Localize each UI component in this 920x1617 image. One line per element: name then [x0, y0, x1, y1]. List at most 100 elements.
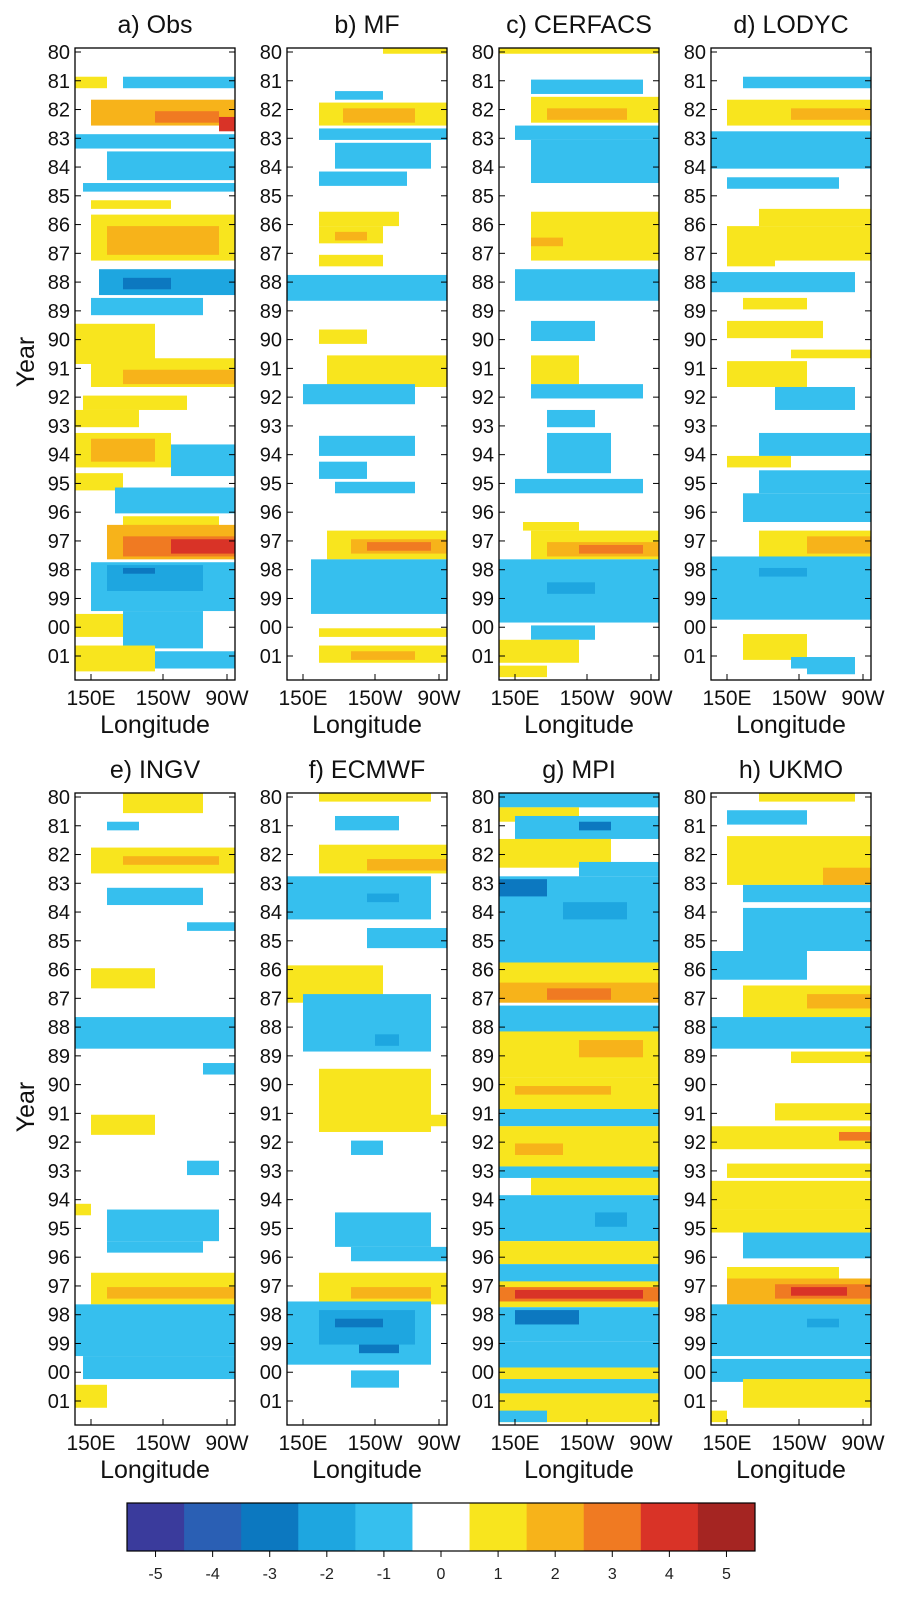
anomaly-cell	[531, 79, 643, 94]
anomaly-cell	[531, 139, 659, 184]
anomaly-cell	[83, 1356, 235, 1380]
year-tick-label: 94	[48, 1190, 70, 1212]
anomaly-cell	[123, 611, 203, 649]
anomaly-cell	[743, 1232, 871, 1259]
anomaly-cell	[727, 1163, 871, 1178]
anomaly-cells	[499, 48, 659, 678]
year-tick-label: 00	[684, 1362, 706, 1384]
anomaly-cell	[791, 108, 871, 120]
year-tick-label: 84	[48, 902, 70, 924]
anomaly-cell	[351, 651, 415, 660]
year-tick-label: 92	[684, 1132, 706, 1154]
anomaly-cell	[727, 251, 775, 267]
year-tick-label: 87	[472, 988, 494, 1010]
year-tick-label: 84	[472, 157, 494, 179]
year-tick-label: 91	[472, 358, 494, 380]
year-tick-label: 88	[260, 1017, 282, 1039]
anomaly-cell	[547, 432, 611, 474]
year-tick-label: 99	[684, 1333, 706, 1355]
year-tick-label: 86	[472, 960, 494, 982]
anomaly-cell	[107, 151, 235, 181]
year-tick-label: 97	[684, 531, 706, 553]
anomaly-cell	[743, 297, 807, 310]
year-tick-label: 98	[260, 1305, 282, 1327]
panel-b: b) MF 80 81 82 83 84 85 86 87 88 89 90 91 92 93 94 95 96 9…	[260, 11, 461, 739]
lon-tick-label: 150W	[772, 1432, 827, 1455]
anomaly-cell	[319, 793, 431, 802]
anomaly-cell	[351, 1140, 383, 1155]
year-tick-label: 95	[472, 1218, 494, 1240]
year-tick-label: 83	[684, 128, 706, 150]
anomaly-cell	[499, 793, 659, 808]
colorbar: -5 -4 -3 -2 -1 0 1 2 3 4 5	[126, 1502, 756, 1583]
panel-title: c) CERFACS	[506, 11, 652, 39]
year-tick-label: 86	[472, 215, 494, 237]
anomaly-cell	[743, 634, 807, 660]
year-tick-label: 97	[260, 1276, 282, 1298]
year-tick-label: 00	[260, 1362, 282, 1384]
anomaly-cell	[367, 928, 447, 949]
colorbar-tick-label: -2	[320, 1566, 334, 1583]
year-tick-label: 81	[260, 816, 282, 838]
anomaly-cell	[791, 349, 871, 359]
anomaly-cell	[367, 1114, 447, 1127]
anomaly-cell	[319, 1310, 415, 1345]
year-tick-label: 82	[684, 845, 706, 867]
anomaly-cell	[711, 1180, 871, 1210]
year-tick-label: 92	[472, 387, 494, 409]
anomaly-cell	[791, 1287, 847, 1296]
year-tick-label: 81	[48, 71, 70, 93]
anomaly-cell	[335, 1212, 431, 1247]
anomaly-cell	[743, 884, 871, 903]
year-tick-label: 90	[260, 1075, 282, 1097]
lon-tick-label: 90W	[205, 687, 248, 710]
anomaly-cell	[579, 544, 643, 554]
anomaly-cell	[759, 208, 871, 227]
lon-tick-label: 150E	[66, 1432, 115, 1455]
anomaly-cell	[107, 1287, 235, 1299]
lon-tick-label: 150E	[278, 687, 327, 710]
anomaly-cell	[791, 1051, 871, 1064]
anomaly-cell	[319, 435, 415, 456]
year-tick-label: 86	[684, 215, 706, 237]
anomaly-cell	[123, 369, 235, 385]
anomaly-cells	[711, 76, 871, 675]
lon-tick-label: 90W	[417, 1432, 460, 1455]
year-tick-label: 01	[260, 646, 282, 668]
anomaly-cell	[367, 859, 447, 871]
anomaly-cell	[499, 1341, 659, 1368]
anomaly-cell	[155, 111, 219, 123]
year-tick-label: 93	[260, 1161, 282, 1183]
anomaly-cell	[123, 567, 155, 574]
lon-tick-label: 150E	[702, 687, 751, 710]
year-tick-label: 97	[48, 1276, 70, 1298]
year-tick-label: 98	[472, 560, 494, 582]
anomaly-cell	[219, 116, 235, 132]
anomaly-cell	[335, 142, 431, 169]
year-tick-label: 88	[48, 1017, 70, 1039]
year-tick-label: 92	[260, 1132, 282, 1154]
year-tick-label: 85	[260, 931, 282, 953]
anomaly-cells	[75, 793, 235, 1408]
anomaly-cell	[759, 432, 871, 456]
anomaly-cell	[499, 665, 547, 678]
colorbar-swatch	[127, 1503, 185, 1551]
year-tick-label: 90	[48, 1075, 70, 1097]
anomaly-cell	[711, 556, 871, 620]
anomaly-cell	[531, 320, 595, 342]
anomaly-cell	[319, 329, 367, 344]
panel-frame	[286, 792, 448, 1426]
panel-d: d) LODYC 80 81 82 83 84 85 86 87 88 89 90 91 92 93 94 95…	[684, 11, 885, 739]
anomaly-cell	[823, 867, 871, 885]
anomaly-cell	[311, 559, 447, 614]
lon-tick-label: 150W	[772, 687, 827, 710]
anomaly-cell	[383, 48, 447, 54]
year-tick-label: 84	[48, 157, 70, 179]
anomaly-cell	[711, 1209, 871, 1233]
anomaly-cell	[115, 487, 235, 514]
anomaly-cell	[75, 409, 139, 428]
anomaly-cell	[335, 91, 383, 100]
anomaly-cell	[743, 907, 871, 951]
anomaly-cell	[367, 542, 431, 551]
